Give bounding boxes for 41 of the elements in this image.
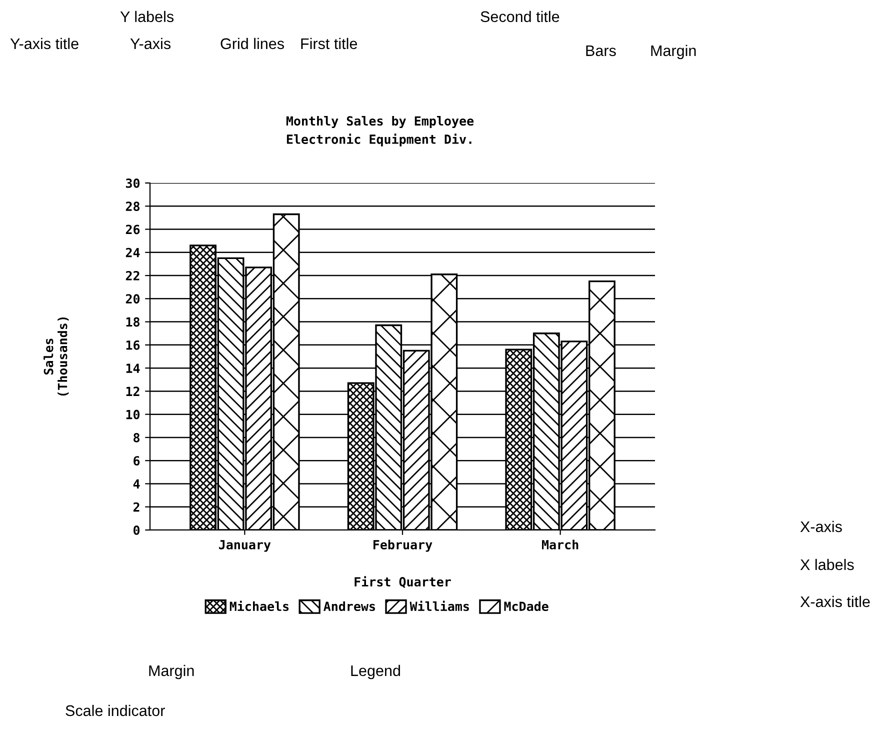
text: Margin bbox=[149, 664, 194, 680]
text: Legend bbox=[351, 664, 400, 680]
legend-label: Williams bbox=[410, 600, 469, 612]
y-tick-label: 12 bbox=[126, 386, 140, 396]
text: Scale indicator bbox=[66, 704, 165, 716]
y-tick-label: 18 bbox=[126, 317, 140, 327]
chart-title: Monthly Sales by Employee bbox=[286, 116, 474, 128]
x-tick-label: January bbox=[219, 540, 271, 552]
text: Y labels bbox=[120, 10, 174, 22]
x-tick-label: February bbox=[374, 540, 432, 552]
x-axis-title: First Quarter bbox=[354, 576, 451, 588]
text: Bars bbox=[586, 45, 616, 56]
text: Y-axis bbox=[130, 38, 170, 50]
text: Second title bbox=[480, 10, 560, 22]
y-tick-label: 26 bbox=[126, 224, 140, 234]
y-tick-label: 24 bbox=[126, 248, 140, 258]
legend-label: Michaels bbox=[230, 600, 289, 612]
y-tick-label: 20 bbox=[126, 294, 140, 304]
text: Margin bbox=[651, 44, 696, 60]
legend-label: Andrews bbox=[324, 601, 375, 612]
y-tick-label: 16 bbox=[126, 340, 140, 350]
y-tick-label: 14 bbox=[126, 364, 140, 373]
text: First title bbox=[301, 38, 358, 50]
y-tick-label: 4 bbox=[133, 479, 140, 488]
text: Y-axis title bbox=[10, 38, 78, 50]
y-tick-label: 22 bbox=[126, 271, 140, 280]
text: X labels bbox=[800, 558, 854, 570]
text: X-axis title bbox=[800, 596, 870, 608]
y-tick-label: 6 bbox=[134, 456, 140, 466]
y-tick-label: 10 bbox=[126, 410, 140, 420]
y-tick-label: 2 bbox=[133, 502, 140, 512]
y-tick-label: 30 bbox=[126, 178, 140, 188]
text: X-axis bbox=[800, 520, 842, 532]
y-tick-label: 0 bbox=[134, 525, 140, 535]
chart-subtitle: Electronic Equipment Div. bbox=[286, 134, 472, 146]
y-tick-label: 8 bbox=[134, 432, 140, 442]
x-tick-label: March bbox=[542, 540, 578, 550]
y-axis-title: Sales (Thousands) bbox=[44, 317, 69, 396]
y-tick-label: 28 bbox=[126, 202, 140, 212]
legend-label: McDade bbox=[504, 601, 548, 612]
text: Grid lines bbox=[220, 38, 284, 50]
